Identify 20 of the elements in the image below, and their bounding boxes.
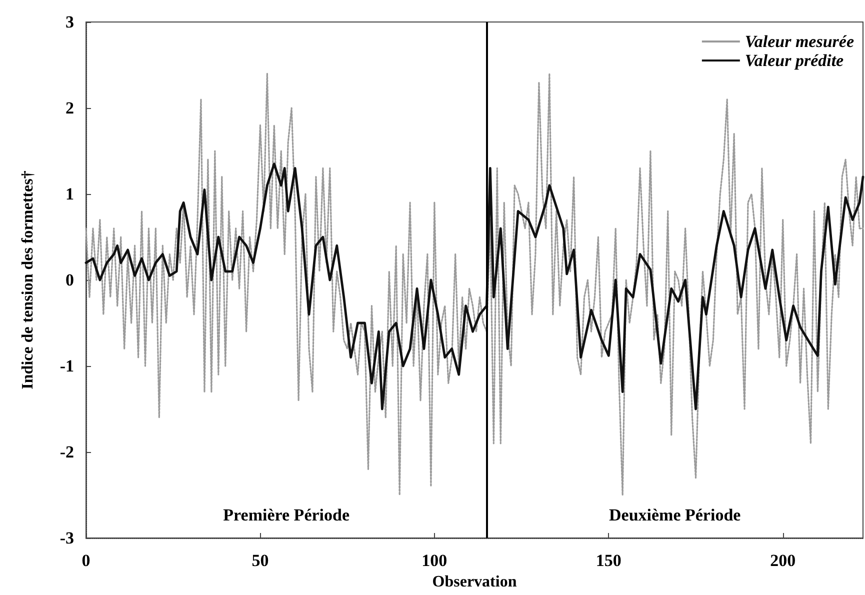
legend-label: Valeur mesurée bbox=[744, 32, 854, 51]
x-tick-label: 50 bbox=[252, 551, 269, 570]
y-tick-label: -3 bbox=[60, 528, 74, 548]
y-tick-label: -1 bbox=[60, 356, 74, 376]
x-tick-label: 200 bbox=[770, 551, 796, 570]
annotation: Deuxième Période bbox=[608, 505, 742, 524]
line-series bbox=[84, 162, 864, 410]
x-tick-label: 0 bbox=[82, 551, 90, 570]
y-axis-title: Indice de tension des formettes† bbox=[20, 170, 36, 390]
x-tick-label: 150 bbox=[596, 551, 622, 570]
y-tick-label: 3 bbox=[66, 12, 74, 32]
x-axis-title: Observation bbox=[432, 574, 517, 590]
y-tick-label: 0 bbox=[66, 270, 74, 290]
legend-label: Valeur prédite bbox=[744, 51, 844, 70]
annotation: Première Période bbox=[223, 505, 350, 524]
y-tick-label: 1 bbox=[66, 184, 74, 204]
y-tick-label: -2 bbox=[60, 442, 74, 462]
x-tick-label: 100 bbox=[422, 551, 448, 570]
y-tick-label: 2 bbox=[66, 98, 74, 118]
line-series bbox=[85, 72, 864, 496]
